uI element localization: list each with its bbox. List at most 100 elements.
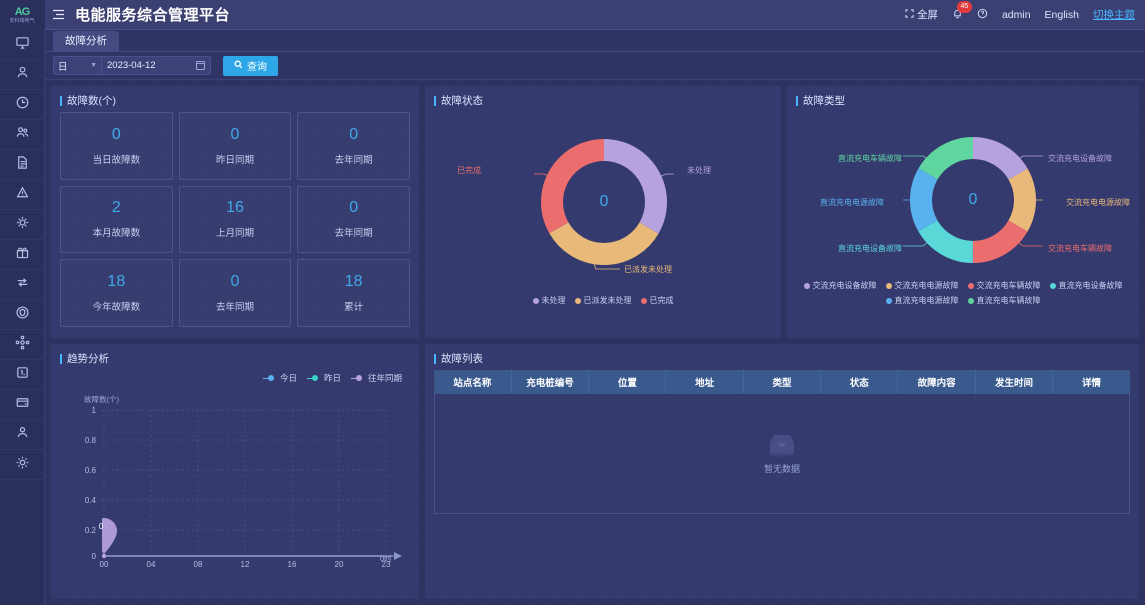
legend-item[interactable]: 未处理 [532, 295, 566, 306]
page-title: 电能服务综合管理平台 [75, 7, 231, 24]
stat-card[interactable]: 18 累计 [297, 259, 410, 327]
sidebar-item-transfer[interactable] [0, 270, 45, 300]
date-value: 2023-04-12 [107, 60, 156, 71]
column-header[interactable]: 状态 [820, 370, 899, 394]
sidebar-item-card[interactable] [0, 390, 45, 420]
filter-bar: 日 ▼ 2023-04-12 查询 [45, 52, 1145, 80]
table-header-row: 站点名称 充电桩编号 位置 地址 类型 状态 故障内容 发生时间 详情 [434, 370, 1130, 394]
legend-item-lastyear[interactable]: 往年同期 [350, 372, 402, 384]
fault-list-table: 站点名称 充电桩编号 位置 地址 类型 状态 故障内容 发生时间 详情 [434, 370, 1130, 394]
legend-dot [885, 282, 892, 289]
column-header[interactable]: 类型 [743, 370, 822, 394]
fullscreen-button[interactable]: 全屏 [905, 7, 938, 22]
sidebar-item-user[interactable] [0, 60, 45, 90]
language-switch[interactable]: English [1045, 9, 1079, 21]
table-empty-state: 暂无数据 [434, 394, 1130, 514]
sidebar: AG 安科瑞电气 [0, 0, 45, 605]
sidebar-item-settings[interactable] [0, 450, 45, 480]
fault-type-chart: 0 交流充电设备故障 交流充电电源故障 交流充电车辆故障 直流充电设备故障 直流… [796, 112, 1130, 308]
column-header[interactable]: 站点名称 [434, 370, 512, 394]
legend-dot [574, 297, 581, 304]
org-icon [15, 425, 30, 445]
fault-status-donut[interactable] [534, 132, 674, 272]
fault-status-legend: 未处理 已派发未处理 已完成 [434, 295, 772, 306]
legend-label: 已派发未处理 [583, 296, 632, 305]
column-header[interactable]: 详情 [1052, 370, 1130, 394]
donut-label-ac-power: 交流充电电源故障 [1066, 198, 1130, 207]
stat-card[interactable]: 0 去年同期 [297, 185, 410, 254]
date-input[interactable]: 2023-04-12 [101, 56, 211, 75]
user-name: admin [1001, 8, 1031, 21]
legend-item-yesterday[interactable]: 昨日 [306, 372, 341, 384]
sidebar-item-document[interactable] [0, 150, 45, 180]
legend-item[interactable]: 交流充电车辆故障 [967, 280, 1041, 291]
logo-mark: AG [14, 5, 30, 18]
panel-fault-type: 故障类型 [787, 86, 1139, 338]
stat-card[interactable]: 0 去年同期 [178, 259, 292, 327]
column-header[interactable]: 充电桩编号 [511, 370, 590, 394]
notification-button[interactable]: 45 [952, 0, 972, 22]
panel-fault-list: 故障列表 站点名称 充电桩编号 位置 地址 类型 状态 故障内容 发生时间 详情 [425, 344, 1139, 599]
legend-item[interactable]: 已派发未处理 [574, 295, 632, 306]
clock-icon [15, 95, 30, 115]
help-button[interactable] [977, 8, 988, 22]
search-icon [234, 60, 243, 72]
stat-label: 去年同期 [334, 154, 373, 166]
sidebar-item-device[interactable] [0, 210, 45, 240]
stat-label: 去年同期 [334, 228, 373, 240]
sidebar-item-gift[interactable] [0, 240, 45, 270]
stat-card[interactable]: 0 当日故障数 [60, 112, 173, 180]
legend-dot [885, 297, 892, 304]
help-icon [977, 8, 988, 22]
sidebar-item-meter[interactable] [0, 360, 45, 390]
group-icon [15, 125, 30, 145]
stat-value: 0 [111, 125, 121, 143]
brand-logo[interactable]: AG 安科瑞电气 [0, 0, 45, 30]
legend-item[interactable]: 直流充电车辆故障 [967, 295, 1041, 306]
stat-value: 16 [226, 199, 244, 217]
sidebar-item-monitor[interactable] [0, 30, 45, 60]
stat-label: 累计 [344, 302, 364, 314]
trend-plot[interactable] [102, 408, 402, 563]
stat-card[interactable]: 2 本月故障数 [60, 185, 173, 254]
sidebar-item-node[interactable] [0, 330, 45, 360]
legend-item[interactable]: 交流充电电源故障 [885, 280, 959, 291]
fault-type-donut[interactable] [903, 130, 1043, 270]
stat-card[interactable]: 18 今年故障数 [60, 259, 173, 327]
column-header[interactable]: 发生时间 [975, 370, 1054, 394]
stat-card[interactable]: 16 上月同期 [178, 185, 292, 254]
theme-switch[interactable]: 切换主题 [1093, 7, 1135, 22]
donut-label-completed: 已完成 [457, 166, 481, 175]
legend-item[interactable]: 已完成 [640, 295, 674, 306]
column-header[interactable]: 地址 [665, 370, 744, 394]
panel-title-fault-status: 故障状态 [434, 93, 772, 108]
hamburger-icon[interactable] [45, 9, 71, 20]
column-header[interactable]: 故障内容 [897, 370, 976, 394]
period-select[interactable]: 日 ▼ [53, 56, 101, 75]
legend-item-today[interactable]: 今日 [262, 372, 297, 384]
panel-fault-status: 故障状态 0 未处理 已完成 已派发未处理 [425, 86, 781, 338]
tab-fault-analysis[interactable]: 故障分析 [53, 31, 119, 51]
y-tick: 1 [91, 406, 96, 415]
user-menu[interactable]: admin [1002, 9, 1031, 21]
donut-label-dc-vehicle: 直流充电车辆故障 [838, 154, 902, 163]
chevron-down-icon: ▼ [90, 62, 97, 69]
search-button[interactable]: 查询 [223, 55, 278, 76]
stat-card[interactable]: 0 去年同期 [297, 112, 410, 180]
legend-item[interactable]: 直流充电电源故障 [885, 295, 959, 306]
legend-item[interactable]: 交流充电设备故障 [803, 280, 877, 291]
sidebar-item-shield[interactable] [0, 300, 45, 330]
sidebar-item-org[interactable] [0, 420, 45, 450]
column-header[interactable]: 位置 [588, 370, 667, 394]
trend-legend: 今日 昨日 往年同期 [262, 372, 402, 384]
fullscreen-label: 全屏 [916, 9, 938, 21]
stat-card[interactable]: 0 昨日同期 [178, 112, 292, 180]
sidebar-item-group[interactable] [0, 120, 45, 150]
legend-item[interactable]: 直流充电设备故障 [1049, 280, 1123, 291]
trend-chart: 今日 昨日 往年同期 故障数(个) [60, 370, 410, 588]
stat-value: 18 [344, 273, 363, 291]
donut-label-ac-vehicle: 交流充电车辆故障 [1048, 244, 1112, 253]
sidebar-item-clock[interactable] [0, 90, 45, 120]
x-tick: 00 [99, 560, 109, 569]
sidebar-item-alarm[interactable] [0, 180, 45, 210]
